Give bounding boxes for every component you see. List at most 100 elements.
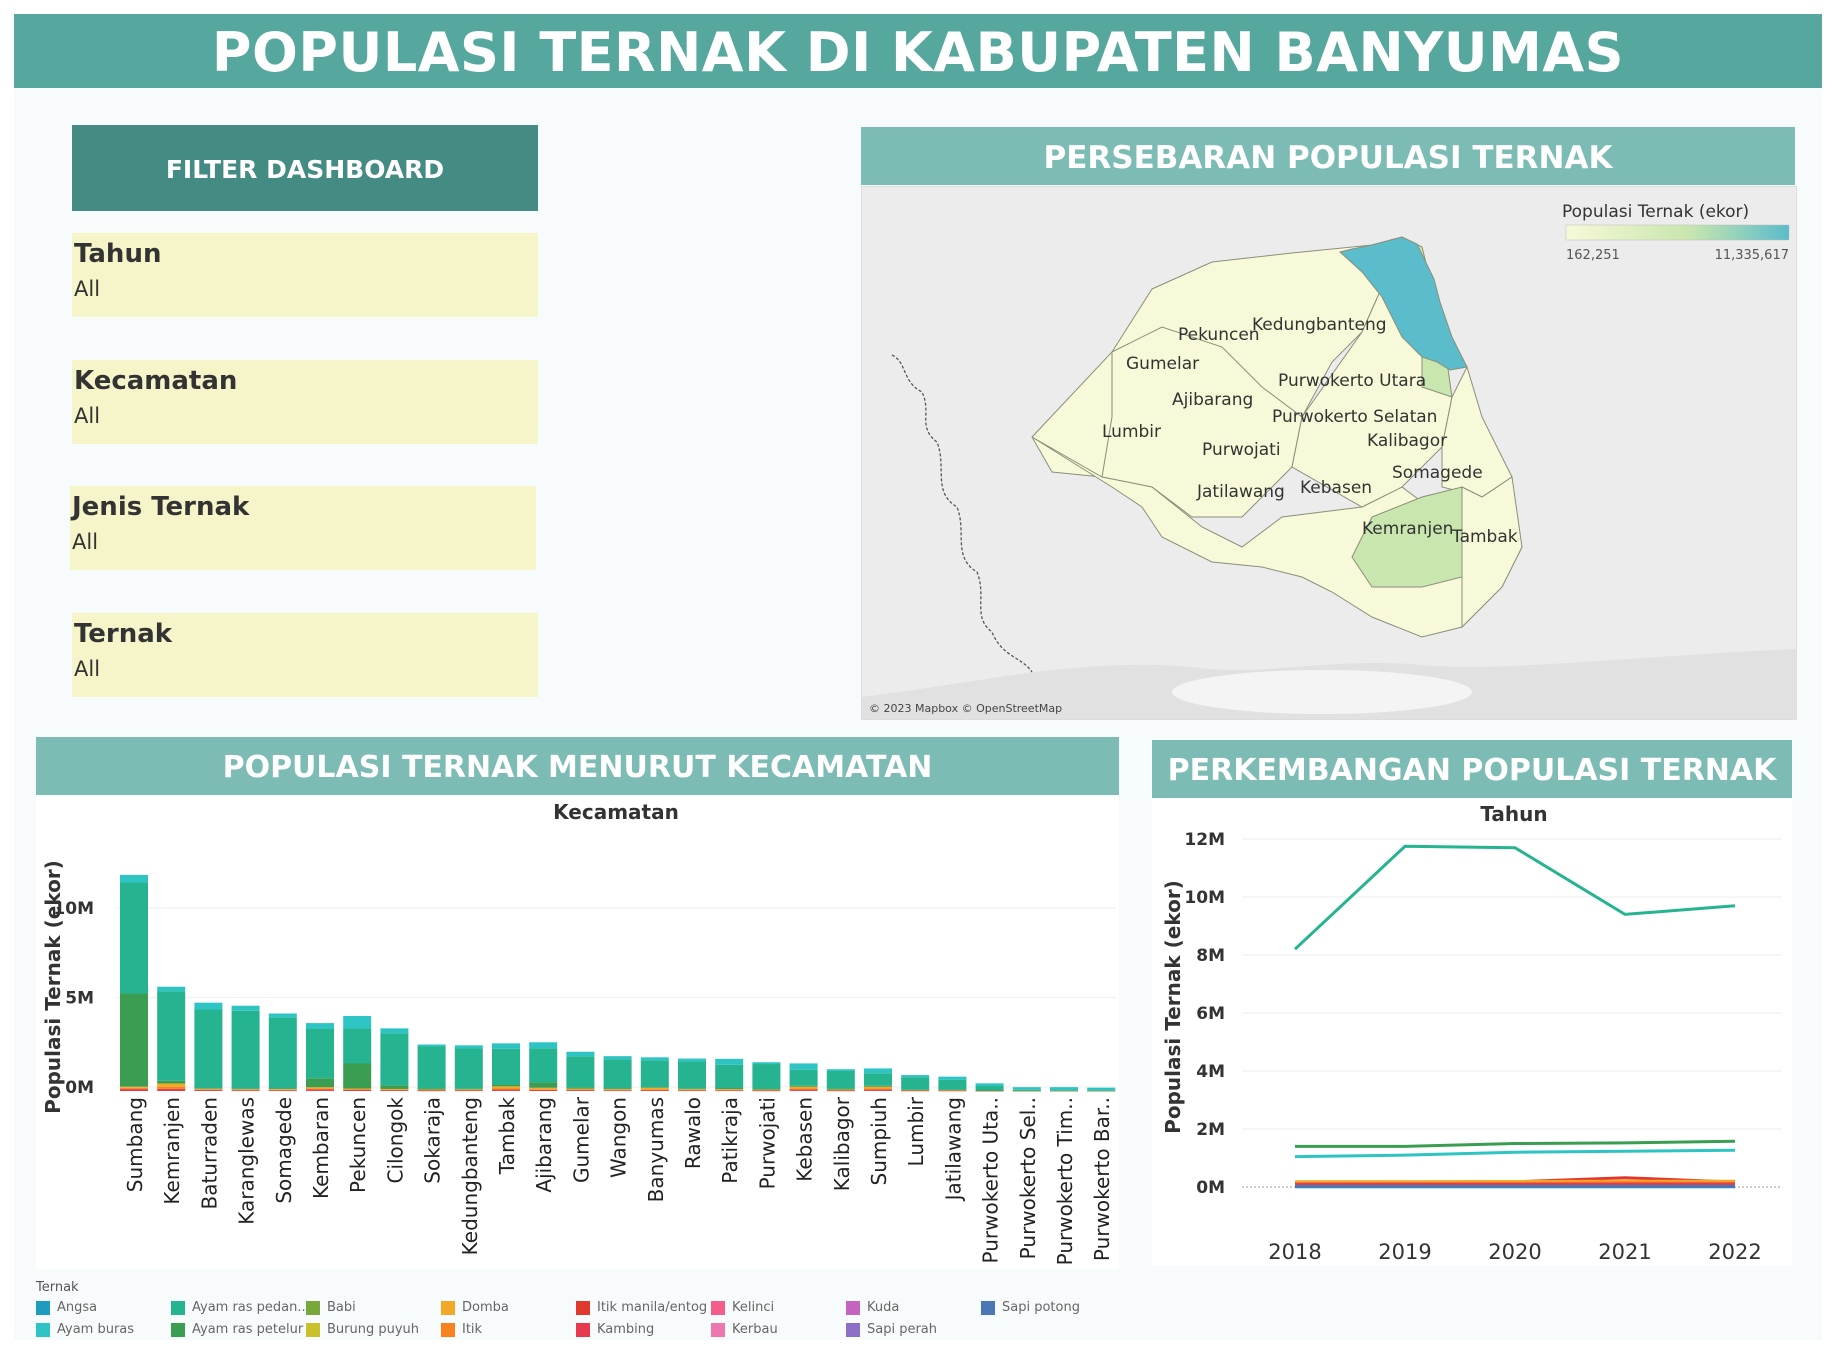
bar-segment[interactable] xyxy=(789,1069,818,1086)
bar-segment[interactable] xyxy=(603,1090,632,1091)
bar-segment[interactable] xyxy=(231,1090,260,1091)
bar-segment[interactable] xyxy=(194,1088,223,1089)
bar-segment[interactable] xyxy=(268,1090,297,1091)
bar-segment[interactable] xyxy=(492,1084,520,1087)
bar-segment[interactable] xyxy=(975,1086,1004,1091)
bar-segment[interactable] xyxy=(975,1090,1004,1092)
bar-segment[interactable] xyxy=(380,1033,409,1086)
bar-segment[interactable] xyxy=(640,1060,669,1088)
bar-segment[interactable] xyxy=(789,1063,818,1070)
bar-segment[interactable] xyxy=(268,1089,297,1091)
bar-segment[interactable] xyxy=(492,1043,520,1049)
bar-segment[interactable] xyxy=(343,1028,372,1064)
bar-segment[interactable] xyxy=(194,1009,223,1089)
bar-segment[interactable] xyxy=(975,1083,1004,1087)
bar-segment[interactable] xyxy=(566,1088,595,1090)
bar-segment[interactable] xyxy=(566,1087,595,1089)
bar-segment[interactable] xyxy=(864,1068,892,1074)
bar-segment[interactable] xyxy=(157,1086,186,1089)
bar-segment[interactable] xyxy=(901,1089,930,1091)
bar-segment[interactable] xyxy=(343,1063,372,1089)
line-series[interactable] xyxy=(1295,1139,1736,1148)
bar-segment[interactable] xyxy=(789,1089,818,1091)
bar-segment[interactable] xyxy=(864,1073,892,1086)
bar-segment[interactable] xyxy=(603,1089,632,1091)
bar-segment[interactable] xyxy=(603,1088,632,1090)
bar-segment[interactable] xyxy=(306,1090,334,1091)
bar-segment[interactable] xyxy=(678,1090,706,1091)
bar-segment[interactable] xyxy=(231,1088,260,1090)
bar-chart-svg[interactable]: Kecamatan Populasi Ternak (ekor) 10M 5M 0M… xyxy=(36,797,1119,1269)
regency-polygons[interactable] xyxy=(1031,236,1523,638)
bar-segment[interactable] xyxy=(864,1086,892,1089)
bar-segment[interactable] xyxy=(120,993,148,1087)
line-series[interactable] xyxy=(1295,1179,1735,1184)
bar-segment[interactable] xyxy=(901,1077,930,1090)
bar-segment[interactable] xyxy=(492,1048,520,1085)
bar-segment[interactable] xyxy=(120,1087,148,1089)
bar-segment[interactable] xyxy=(306,1023,334,1030)
bar-segment[interactable] xyxy=(492,1086,520,1089)
bar-segment[interactable] xyxy=(566,1089,595,1091)
bar-segment[interactable] xyxy=(1087,1090,1116,1091)
bar-segment[interactable] xyxy=(1050,1087,1078,1091)
bar-segment[interactable] xyxy=(901,1090,930,1091)
bar-segment[interactable] xyxy=(454,1090,483,1092)
bar-segment[interactable] xyxy=(640,1087,669,1088)
bar-segment[interactable] xyxy=(678,1058,706,1062)
bar-segment[interactable] xyxy=(715,1088,744,1090)
bar-segment[interactable] xyxy=(454,1089,483,1090)
bar-segment[interactable] xyxy=(268,1090,297,1092)
bar-segment[interactable] xyxy=(454,1089,483,1091)
bar-segment[interactable] xyxy=(1087,1090,1116,1092)
bar-segment[interactable] xyxy=(343,1090,372,1091)
bar-segment[interactable] xyxy=(380,1089,409,1091)
filter-ternak[interactable]: Ternak All xyxy=(72,613,538,697)
bar-segment[interactable] xyxy=(231,1090,260,1092)
bar-segment[interactable] xyxy=(157,1080,186,1084)
bar-segment[interactable] xyxy=(343,1089,372,1091)
bar-segment[interactable] xyxy=(1050,1090,1078,1091)
region-tambak[interactable] xyxy=(1461,476,1523,629)
bar-segment[interactable] xyxy=(417,1089,446,1091)
bar-segment[interactable] xyxy=(826,1088,855,1090)
bar-segment[interactable] xyxy=(752,1089,781,1090)
bar-segment[interactable] xyxy=(752,1062,781,1065)
bar-segment[interactable] xyxy=(789,1085,818,1087)
bar-segment[interactable] xyxy=(864,1088,892,1090)
bar-segment[interactable] xyxy=(678,1090,706,1092)
bar-segment[interactable] xyxy=(938,1079,967,1090)
bar-segment[interactable] xyxy=(1012,1089,1041,1091)
bar-segment[interactable] xyxy=(640,1090,669,1091)
bar-segment[interactable] xyxy=(268,1017,297,1089)
bar-segment[interactable] xyxy=(752,1090,781,1091)
filter-kecamatan[interactable]: Kecamatan All xyxy=(72,360,538,444)
bar-segment[interactable] xyxy=(826,1090,855,1091)
filter-tahun[interactable]: Tahun All xyxy=(72,233,538,317)
bar-segment[interactable] xyxy=(231,1089,260,1090)
bar-segment[interactable] xyxy=(306,1078,334,1088)
filter-jenis-ternak[interactable]: Jenis Ternak All xyxy=(70,486,536,570)
bar-segment[interactable] xyxy=(306,1029,334,1079)
bar-segment[interactable] xyxy=(715,1058,744,1065)
bar-segment[interactable] xyxy=(752,1090,781,1092)
filter-jenis-ternak-value[interactable]: All xyxy=(72,530,99,554)
bar-segment[interactable] xyxy=(1012,1087,1041,1090)
bar-segment[interactable] xyxy=(120,882,148,994)
region-center[interactable] xyxy=(1101,326,1303,518)
bar-segment[interactable] xyxy=(938,1076,967,1080)
bar-segment[interactable] xyxy=(1012,1090,1041,1092)
bar-segment[interactable] xyxy=(194,1090,223,1091)
bar-segment[interactable] xyxy=(268,1013,297,1018)
line-series[interactable] xyxy=(1294,1148,1736,1159)
bar-segment[interactable] xyxy=(194,1002,223,1010)
bar-segment[interactable] xyxy=(454,1045,483,1049)
bar-segment[interactable] xyxy=(492,1090,520,1091)
bar-segment[interactable] xyxy=(157,1089,186,1091)
bar-segment[interactable] xyxy=(157,991,186,1081)
bar-segment[interactable] xyxy=(789,1090,818,1091)
bar-segment[interactable] xyxy=(417,1088,446,1090)
bar-segment[interactable] xyxy=(492,1088,520,1090)
bar-segment[interactable] xyxy=(938,1090,967,1091)
bar-segment[interactable] xyxy=(566,1051,595,1057)
